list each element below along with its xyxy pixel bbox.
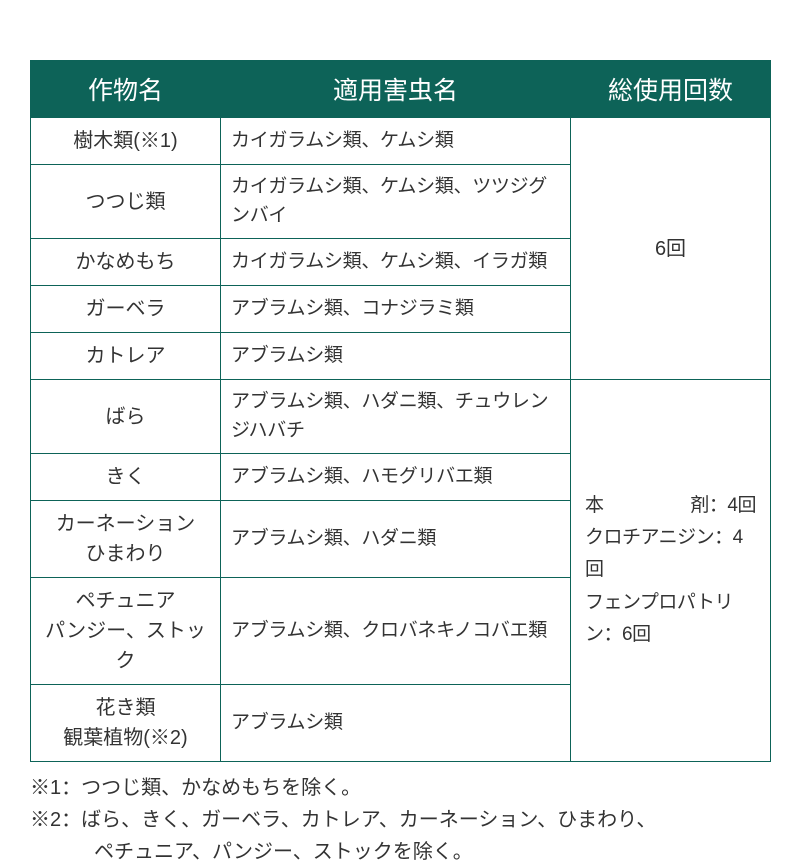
header-usage: 総使用回数 (571, 61, 771, 118)
crop-cell: ペチュニアパンジー、ストック (31, 578, 221, 685)
usage-cell-group-1: 6回 (571, 118, 771, 380)
crop-cell: カトレア (31, 333, 221, 380)
crop-cell: 樹木類(※1) (31, 118, 221, 165)
pest-cell: アブラムシ類、ハダニ類、チュウレンジハバチ (221, 380, 571, 454)
footnote-2-line2: ペチュニア、パンジー、ストックを除く。 (30, 836, 770, 868)
pest-cell: カイガラムシ類、ケムシ類 (221, 118, 571, 165)
pest-cell: アブラムシ類、ハダニ類 (221, 501, 571, 578)
header-pest: 適用害虫名 (221, 61, 571, 118)
usage-cell-group-2: 本 剤：4回 クロチアニジン：4回 フェンプロパトリン：6回 (571, 380, 771, 762)
crop-cell: 花き類観葉植物(※2) (31, 685, 221, 762)
usage-line: 本 剤：4回 (585, 490, 760, 522)
pest-cell: アブラムシ類、ハモグリバエ類 (221, 454, 571, 501)
footnote-2-line1: ※2：ばら、きく、ガーベラ、カトレア、カーネーション、ひまわり、 (30, 804, 770, 836)
usage-label: 本 (585, 490, 604, 522)
usage-line: クロチアニジン：4回 (585, 522, 760, 587)
pest-cell: アブラムシ類、クロバネキノコバエ類 (221, 578, 571, 685)
footnote-1: ※1：つつじ類、かなめもちを除く。 (30, 772, 770, 804)
table-container: 作物名 適用害虫名 総使用回数 樹木類(※1) カイガラムシ類、ケムシ類 6回 … (30, 60, 770, 868)
header-crop: 作物名 (31, 61, 221, 118)
header-row: 作物名 適用害虫名 総使用回数 (31, 61, 771, 118)
pest-cell: アブラムシ類 (221, 685, 571, 762)
pest-cell: カイガラムシ類、ケムシ類、ツツジグンバイ (221, 165, 571, 239)
pesticide-table: 作物名 適用害虫名 総使用回数 樹木類(※1) カイガラムシ類、ケムシ類 6回 … (30, 60, 771, 762)
pest-cell: カイガラムシ類、ケムシ類、イラガ類 (221, 239, 571, 286)
table-row: 樹木類(※1) カイガラムシ類、ケムシ類 6回 (31, 118, 771, 165)
crop-cell: きく (31, 454, 221, 501)
crop-cell: かなめもち (31, 239, 221, 286)
footnotes: ※1：つつじ類、かなめもちを除く。 ※2：ばら、きく、ガーベラ、カトレア、カーネ… (30, 772, 770, 868)
table-row: ばら アブラムシ類、ハダニ類、チュウレンジハバチ 本 剤：4回 クロチアニジン：… (31, 380, 771, 454)
crop-cell: カーネーションひまわり (31, 501, 221, 578)
crop-cell: つつじ類 (31, 165, 221, 239)
pest-cell: アブラムシ類 (221, 333, 571, 380)
crop-cell: ガーベラ (31, 286, 221, 333)
usage-line: フェンプロパトリン：6回 (585, 587, 760, 652)
usage-value: 剤：4回 (690, 490, 756, 522)
crop-cell: ばら (31, 380, 221, 454)
pest-cell: アブラムシ類、コナジラミ類 (221, 286, 571, 333)
